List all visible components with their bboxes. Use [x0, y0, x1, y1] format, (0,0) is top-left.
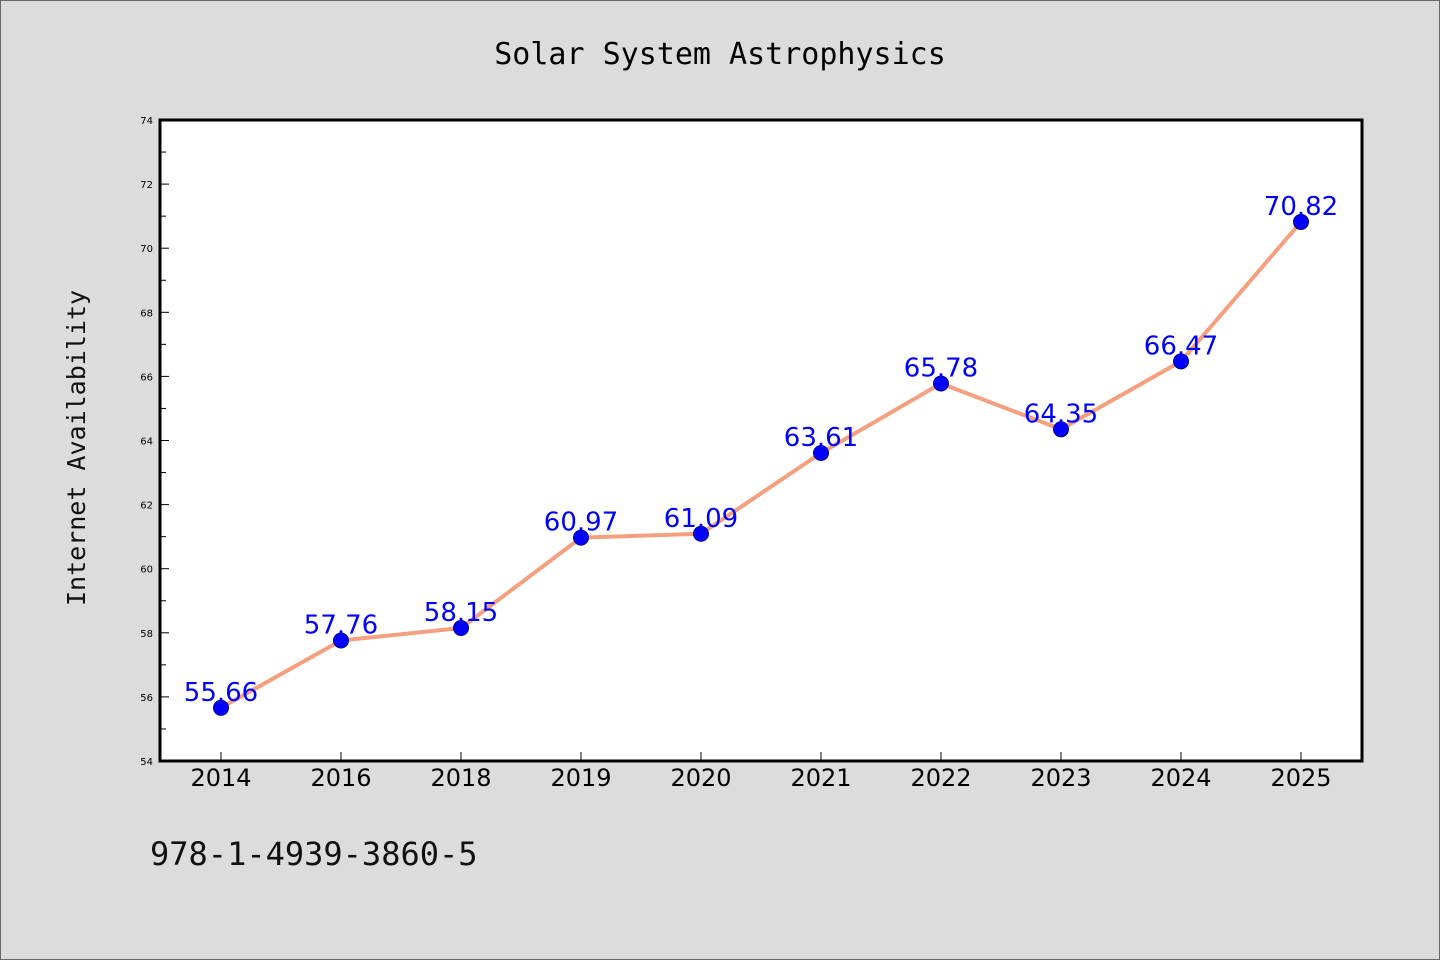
x-tick-label: 2018 [430, 764, 491, 792]
plot-frame [158, 118, 1364, 763]
x-tick-label: 2022 [910, 764, 971, 792]
y-tick-label: 64 [140, 437, 153, 448]
y-tick-label: 70 [140, 244, 153, 255]
plot-area [160, 120, 1362, 761]
x-tick-label: 2014 [190, 764, 251, 792]
data-point [813, 444, 829, 461]
y-tick-label: 56 [140, 693, 153, 704]
data-point [213, 699, 229, 716]
y-tick-label: 62 [140, 501, 153, 512]
x-tick-label: 2025 [1270, 764, 1331, 792]
data-label: 58.15 [424, 598, 498, 628]
data-label: 57.76 [304, 610, 378, 640]
x-tick-label: 2023 [1030, 764, 1091, 792]
y-tick-label: 54 [140, 757, 153, 768]
data-point [933, 375, 949, 392]
data-point [573, 529, 589, 546]
x-tick-label: 2016 [310, 764, 371, 792]
y-tick-label: 58 [140, 629, 153, 640]
series-line [219, 219, 1303, 710]
y-tick-label: 68 [140, 308, 153, 319]
data-label: 61.09 [664, 504, 738, 534]
y-tick-label: 74 [140, 116, 153, 127]
data-point [1173, 353, 1189, 370]
data-labels: 55.66 57.76 58.15 60.97 61.09 63.61 65.78 64.35… [184, 192, 1338, 708]
data-label: 70.82 [1264, 192, 1338, 222]
isbn-text: 978-1-4939-3860-5 [150, 835, 478, 873]
x-tick-label: 2019 [550, 764, 611, 792]
data-label: 55.66 [184, 678, 258, 708]
y-tick-label: 66 [140, 372, 153, 383]
data-point [453, 619, 469, 636]
data-label: 64.35 [1024, 399, 1098, 429]
data-label: 60.97 [544, 508, 618, 538]
data-points [213, 213, 1309, 716]
data-point [693, 525, 709, 542]
data-point [333, 632, 349, 649]
chart-title: Solar System Astrophysics [494, 37, 946, 72]
x-axis-ticks: 2014 2016 2018 2019 2020 2021 2022 2023 2024 2025 [190, 752, 1332, 792]
data-point [1053, 421, 1069, 438]
x-tick-label: 2024 [1150, 764, 1211, 792]
data-label: 65.78 [904, 353, 978, 383]
data-point [1293, 213, 1309, 230]
y-tick-label: 72 [140, 180, 153, 191]
y-axis-label: Internet Availability [62, 290, 91, 606]
x-tick-label: 2020 [670, 764, 731, 792]
data-label: 63.61 [784, 423, 858, 453]
x-tick-label: 2021 [790, 764, 851, 792]
data-label: 66.47 [1144, 331, 1218, 361]
y-axis-ticks: 54 56 58 60 62 64 66 68 70 72 74 [140, 116, 169, 768]
y-tick-label: 60 [140, 565, 153, 576]
